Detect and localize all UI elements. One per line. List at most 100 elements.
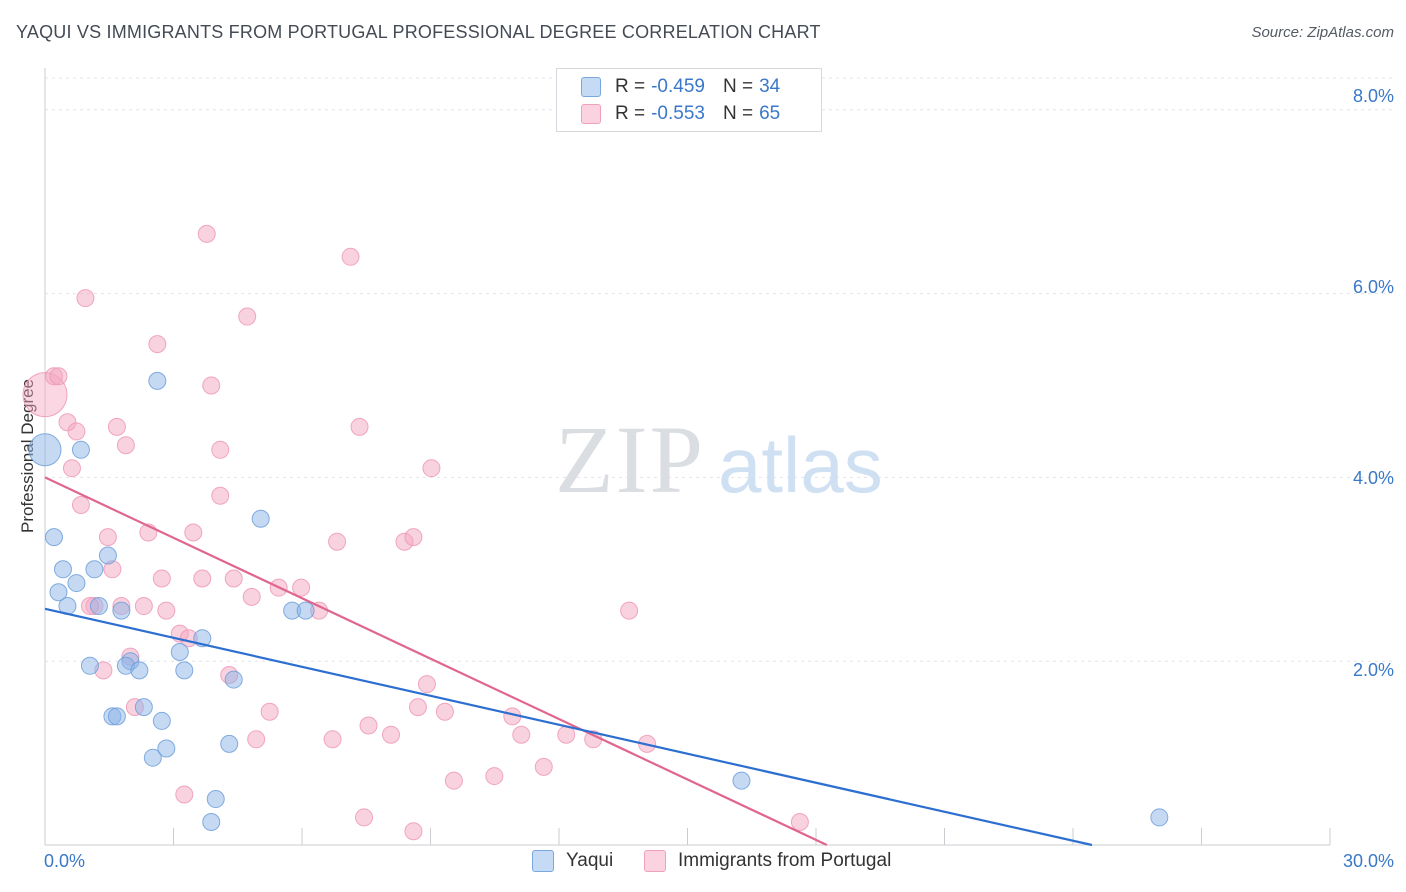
portugal-legend-label: Immigrants from Portugal [678,850,892,871]
portugal-point [76,289,95,308]
portugal-trend-line [44,476,828,846]
y-tick-label: 2.0% [1352,660,1394,680]
yaqui-point [44,528,63,547]
portugal-point [202,376,221,395]
yaqui-legend-label: Yaqui [566,850,614,871]
portugal-point [404,528,423,547]
portugal-point [184,523,203,542]
correlation-legend: R = -0.459 N = 34 R = -0.553 N = 65 [556,68,822,132]
series-legend-yaqui[interactable]: Yaqui [532,850,613,872]
portugal-point [422,459,441,478]
yaqui-point [67,574,86,593]
portugal-point [67,422,86,441]
legend-row-yaqui: R = -0.459 N = 34 [581,74,780,100]
y-tick-label: 4.0% [1352,468,1394,488]
yaqui-point [296,601,315,620]
y-tick-label: 6.0% [1352,277,1394,297]
portugal-point [211,486,230,505]
axes [44,68,1331,846]
yaqui-point [134,698,153,717]
chart-title: YAQUI VS IMMIGRANTS FROM PORTUGAL PROFES… [16,22,821,42]
yaqui-trend-line [44,607,1093,847]
gridlines [45,77,1393,662]
portugal-point [292,578,311,597]
portugal-point [435,702,454,721]
n-value: 65 [759,103,781,124]
yaqui-point [130,661,149,680]
portugal-point [224,569,243,588]
yaqui-point [175,661,194,680]
portugal-points [22,224,809,841]
portugal-point [404,822,423,841]
yaqui-point [152,711,171,730]
portugal-point [175,785,194,804]
yaqui-point [224,670,243,689]
n-value: 34 [759,76,781,97]
portugal-point [534,757,553,776]
y-tick-label: 8.0% [1352,86,1394,106]
legend-row-portugal: R = -0.553 N = 65 [581,101,780,127]
x-tick-label-min: 0.0% [44,851,86,871]
portugal-point [62,459,81,478]
r-label: R = [615,103,646,124]
portugal-point [152,569,171,588]
portugal-point [211,440,230,459]
yaqui-swatch [581,77,601,97]
portugal-point [197,224,216,243]
yaqui-point [202,813,221,832]
trend-lines [44,476,1093,847]
r-value: -0.459 [651,76,705,97]
yaqui-point [80,656,99,675]
portugal-point [157,601,176,620]
yaqui-point [1150,808,1169,827]
portugal-point [116,436,135,455]
portugal-point [790,813,809,832]
yaqui-point [85,560,104,579]
portugal-point [148,335,167,354]
portugal-point [512,725,531,744]
yaqui-point [157,739,176,758]
portugal-point [134,597,153,616]
portugal-point [359,716,378,735]
yaqui-point [220,734,239,753]
portugal-point [381,725,400,744]
yaqui-point [49,583,68,602]
portugal-point [247,730,266,749]
portugal-point [444,771,463,790]
portugal-point [49,367,68,386]
portugal-point [193,569,212,588]
portugal-swatch [581,104,601,124]
portugal-point [355,808,374,827]
portugal-point [417,675,436,694]
portugal-legend-swatch [644,850,666,872]
yaqui-point [148,371,167,390]
yaqui-point [98,546,117,565]
yaqui-point [71,440,90,459]
yaqui-point [112,601,131,620]
yaqui-point [206,790,225,809]
series-legend-portugal[interactable]: Immigrants from Portugal [644,850,891,872]
portugal-point [242,587,261,606]
portugal-point [341,247,360,266]
yaqui-point [732,771,751,790]
yaqui-point [28,433,62,467]
portugal-point [485,767,504,786]
watermark-atlas: atlas [718,421,883,509]
portugal-point [107,417,126,436]
portugal-point [98,528,117,547]
yaqui-point [53,560,72,579]
yaqui-point [107,707,126,726]
portugal-point [408,698,427,717]
yaqui-point [143,748,162,767]
source-label: Source: ZipAtlas.com [1251,24,1394,41]
portugal-point [323,730,342,749]
n-label: N = [722,103,754,124]
watermark-zip: ZIP [555,406,705,513]
portugal-point [328,532,347,551]
yaqui-point [251,509,270,528]
n-label: N = [722,76,754,97]
r-value: -0.553 [651,103,705,124]
portugal-point [260,702,279,721]
x-tick-label-max: 30.0% [1342,851,1394,871]
